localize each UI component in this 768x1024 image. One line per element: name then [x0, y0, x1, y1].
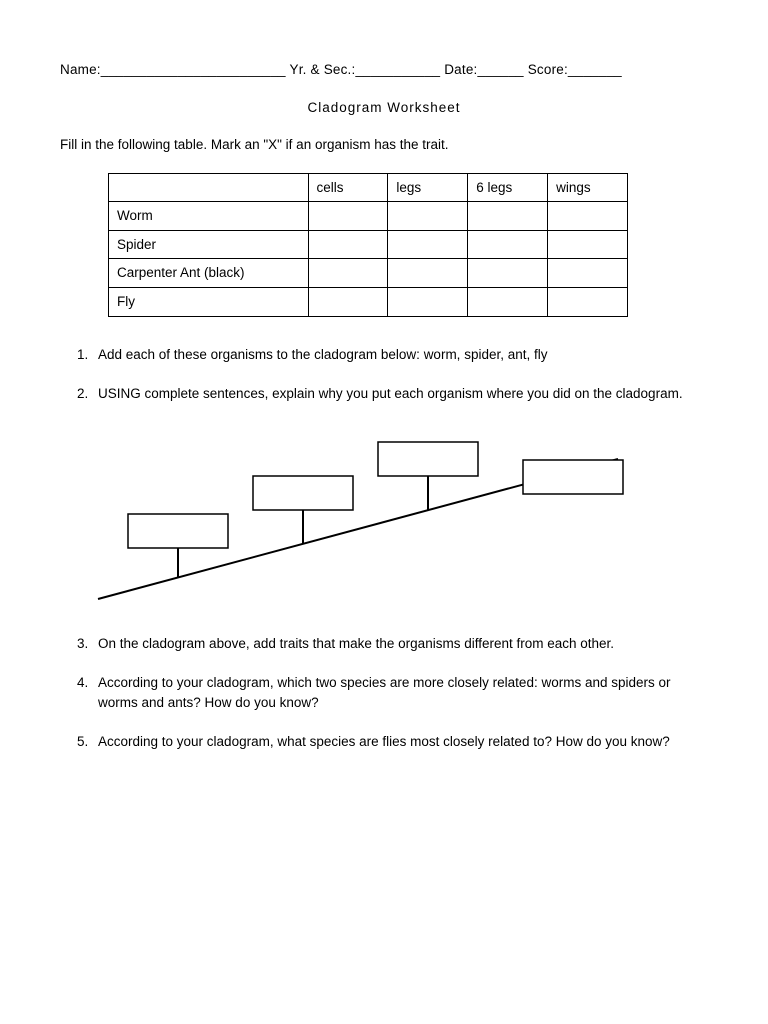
cell [308, 259, 388, 288]
name-label: Name: [60, 62, 101, 77]
cell [308, 202, 388, 231]
col-header-legs: legs [388, 173, 468, 202]
cell [468, 259, 548, 288]
trait-table: cells legs 6 legs wings Worm Spider Ca [108, 173, 628, 317]
question-list: Add each of these organisms to the clado… [92, 345, 708, 404]
question-5: According to your cladogram, what specie… [92, 732, 708, 752]
yr-sec-label: Yr. & Sec.: [289, 62, 355, 77]
cell [548, 259, 628, 288]
score-blank: _______ [568, 62, 622, 77]
name-blank: ________________________ [101, 62, 286, 77]
cell [388, 202, 468, 231]
question-3: On the cladogram above, add traits that … [92, 634, 708, 654]
question-4: According to your cladogram, which two s… [92, 673, 708, 712]
cell [468, 230, 548, 259]
date-label: Date: [444, 62, 477, 77]
worksheet-title: Cladogram Worksheet [60, 98, 708, 118]
cell-organism: Spider [109, 230, 309, 259]
cladogram-svg [78, 424, 638, 604]
table-row: Carpenter Ant (black) [109, 259, 628, 288]
question-2: USING complete sentences, explain why yo… [92, 384, 708, 404]
cell [388, 230, 468, 259]
yr-sec-blank: ___________ [355, 62, 440, 77]
cell [468, 287, 548, 316]
table-row: Worm [109, 202, 628, 231]
table-header-row: cells legs 6 legs wings [109, 173, 628, 202]
col-header-cells: cells [308, 173, 388, 202]
cladogram-diagram [78, 424, 708, 604]
table-instruction: Fill in the following table. Mark an "X"… [60, 135, 708, 155]
table-row: Spider [109, 230, 628, 259]
header-line: Name:________________________ Yr. & Sec.… [60, 60, 708, 80]
score-label: Score: [528, 62, 568, 77]
question-list-cont: On the cladogram above, add traits that … [92, 634, 708, 752]
col-header-organism [109, 173, 309, 202]
cell [468, 202, 548, 231]
date-blank: ______ [478, 62, 524, 77]
cell-organism: Worm [109, 202, 309, 231]
table-row: Fly [109, 287, 628, 316]
cell-organism: Fly [109, 287, 309, 316]
question-1: Add each of these organisms to the clado… [92, 345, 708, 365]
cell [388, 259, 468, 288]
cell [388, 287, 468, 316]
cell [548, 230, 628, 259]
cell [548, 202, 628, 231]
col-header-wings: wings [548, 173, 628, 202]
cell-organism: Carpenter Ant (black) [109, 259, 309, 288]
cell [308, 230, 388, 259]
col-header-6legs: 6 legs [468, 173, 548, 202]
cell [548, 287, 628, 316]
trait-table-wrap: cells legs 6 legs wings Worm Spider Ca [108, 173, 708, 317]
worksheet-page: Name:________________________ Yr. & Sec.… [0, 0, 768, 1024]
cell [308, 287, 388, 316]
